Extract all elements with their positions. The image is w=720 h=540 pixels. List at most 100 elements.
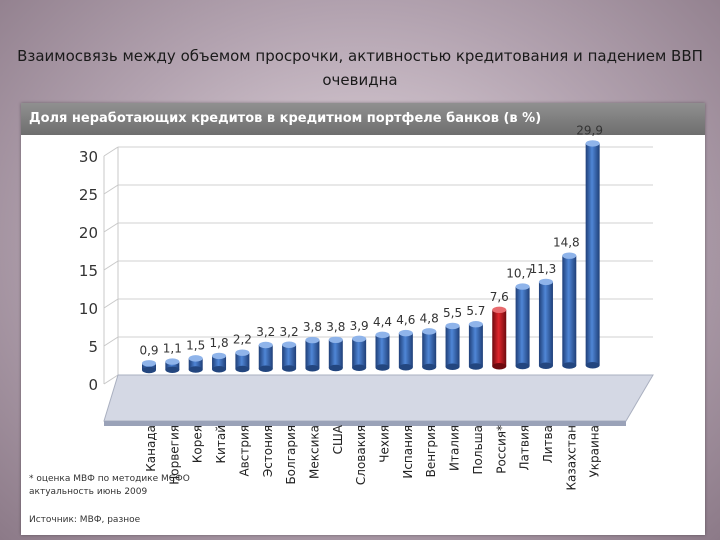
category-label: Казахстан [564, 425, 578, 491]
bar-base [492, 363, 507, 370]
bar-base [398, 364, 413, 371]
bar-base [585, 362, 600, 369]
bar-top [492, 306, 507, 314]
category-label: Китай [214, 425, 228, 463]
bar-top [422, 328, 437, 335]
bar-base [422, 363, 437, 371]
gridline-left [103, 146, 119, 157]
bar-base [375, 364, 390, 371]
bar-top [352, 335, 367, 343]
gridline-left [103, 184, 119, 195]
bar-base [305, 365, 320, 372]
value-label: 1,8 [210, 336, 229, 350]
bar-base [165, 366, 180, 373]
bar-top [305, 336, 320, 344]
chart-header: Доля неработающих кредитов в кредитном п… [21, 103, 705, 135]
category-label: Австрия [237, 425, 251, 477]
value-label: 5,5 [443, 306, 462, 320]
bar-chart: 0 5 10 15 20 25 30 0,9 1,1 1,5 1,8 2,2 3,2 3,2 3,8 3,8… [79, 123, 654, 491]
bar-top [282, 341, 297, 348]
bar-top [188, 355, 203, 362]
bar-top [515, 283, 530, 290]
category-label: Латвия [518, 425, 532, 470]
bar [212, 355, 227, 370]
bar [492, 309, 507, 367]
gridline-left [103, 260, 119, 271]
y-tick-label: 0 [88, 376, 98, 394]
bar-base [562, 362, 577, 369]
value-label: 1,5 [186, 338, 205, 352]
bar [165, 361, 180, 370]
category-label: Норвегия [167, 425, 181, 485]
bar [398, 333, 413, 368]
value-label: 10,7 [506, 267, 533, 281]
category-label: Мексика [307, 425, 321, 479]
bar-base [515, 362, 530, 370]
value-label: 4,8 [420, 311, 439, 325]
bar-top [445, 322, 460, 330]
bar [422, 331, 437, 367]
value-labels: 0,9 1,1 1,5 1,8 2,2 3,2 3,2 3,8 3,8 3,9 4,4 4,6 4,8 5… [139, 123, 603, 357]
value-label: 11,3 [530, 262, 557, 276]
source-note: Источник: МВФ, разное [29, 515, 141, 525]
bar [468, 324, 483, 367]
value-label: 1,1 [163, 342, 182, 356]
category-label: Канада [144, 425, 158, 472]
bar [282, 344, 297, 369]
gridline-left [103, 336, 119, 347]
gridline-left [103, 374, 119, 385]
bar [305, 340, 320, 369]
value-label: 3,2 [280, 325, 299, 339]
bar-base [282, 365, 297, 372]
bar [538, 281, 553, 366]
chart-floor [103, 374, 654, 422]
bar-top [562, 252, 577, 259]
bar-top [165, 358, 180, 365]
value-label: 3,8 [326, 320, 345, 334]
bar-top [328, 336, 343, 344]
category-label: США [331, 424, 345, 454]
bar-top [235, 349, 250, 356]
category-label: Корея [191, 425, 205, 463]
category-label: Болгария [284, 425, 298, 485]
category-label: Украина [588, 425, 602, 478]
category-label: Польша [471, 425, 485, 474]
footnote-line1: * оценка МВФ по методике МСФО [29, 474, 190, 484]
y-tick-label: 30 [79, 148, 98, 166]
value-label: 4,6 [396, 313, 415, 327]
bar-top [258, 341, 273, 349]
bar [375, 334, 390, 368]
bar [142, 363, 156, 370]
bar [585, 143, 600, 366]
value-label: 7,6 [490, 290, 509, 304]
bar-top [398, 329, 413, 337]
bar-top [212, 352, 227, 360]
value-label: 3,2 [256, 325, 275, 339]
category-label: Италия [448, 425, 462, 471]
category-label: Россия* [494, 425, 508, 474]
y-tick-label: 25 [79, 186, 98, 204]
bar [235, 352, 250, 369]
bar-base [538, 362, 553, 369]
bar-base [235, 365, 250, 373]
value-label: 4,4 [373, 315, 392, 329]
bar [188, 358, 203, 370]
bar [352, 338, 367, 368]
y-tick-label: 20 [79, 224, 98, 242]
category-label: Словакия [354, 425, 368, 485]
value-label: 29,9 [576, 123, 603, 137]
bar [258, 345, 273, 369]
bar-base [352, 364, 367, 371]
bar [515, 286, 530, 366]
gridline-left [103, 298, 119, 309]
value-label: 3,8 [303, 320, 322, 334]
value-label: 0,9 [139, 343, 158, 357]
bar-top [142, 360, 156, 367]
footnote-line2: актуальность июнь 2009 [29, 487, 148, 497]
bar [445, 325, 460, 367]
bars [142, 140, 600, 374]
bar [328, 339, 343, 368]
chart-floor-edge [104, 421, 626, 426]
bar-base [212, 366, 227, 373]
category-labels: Канада Норвегия Корея Китай Австрия Эстония Бо… [144, 424, 602, 490]
